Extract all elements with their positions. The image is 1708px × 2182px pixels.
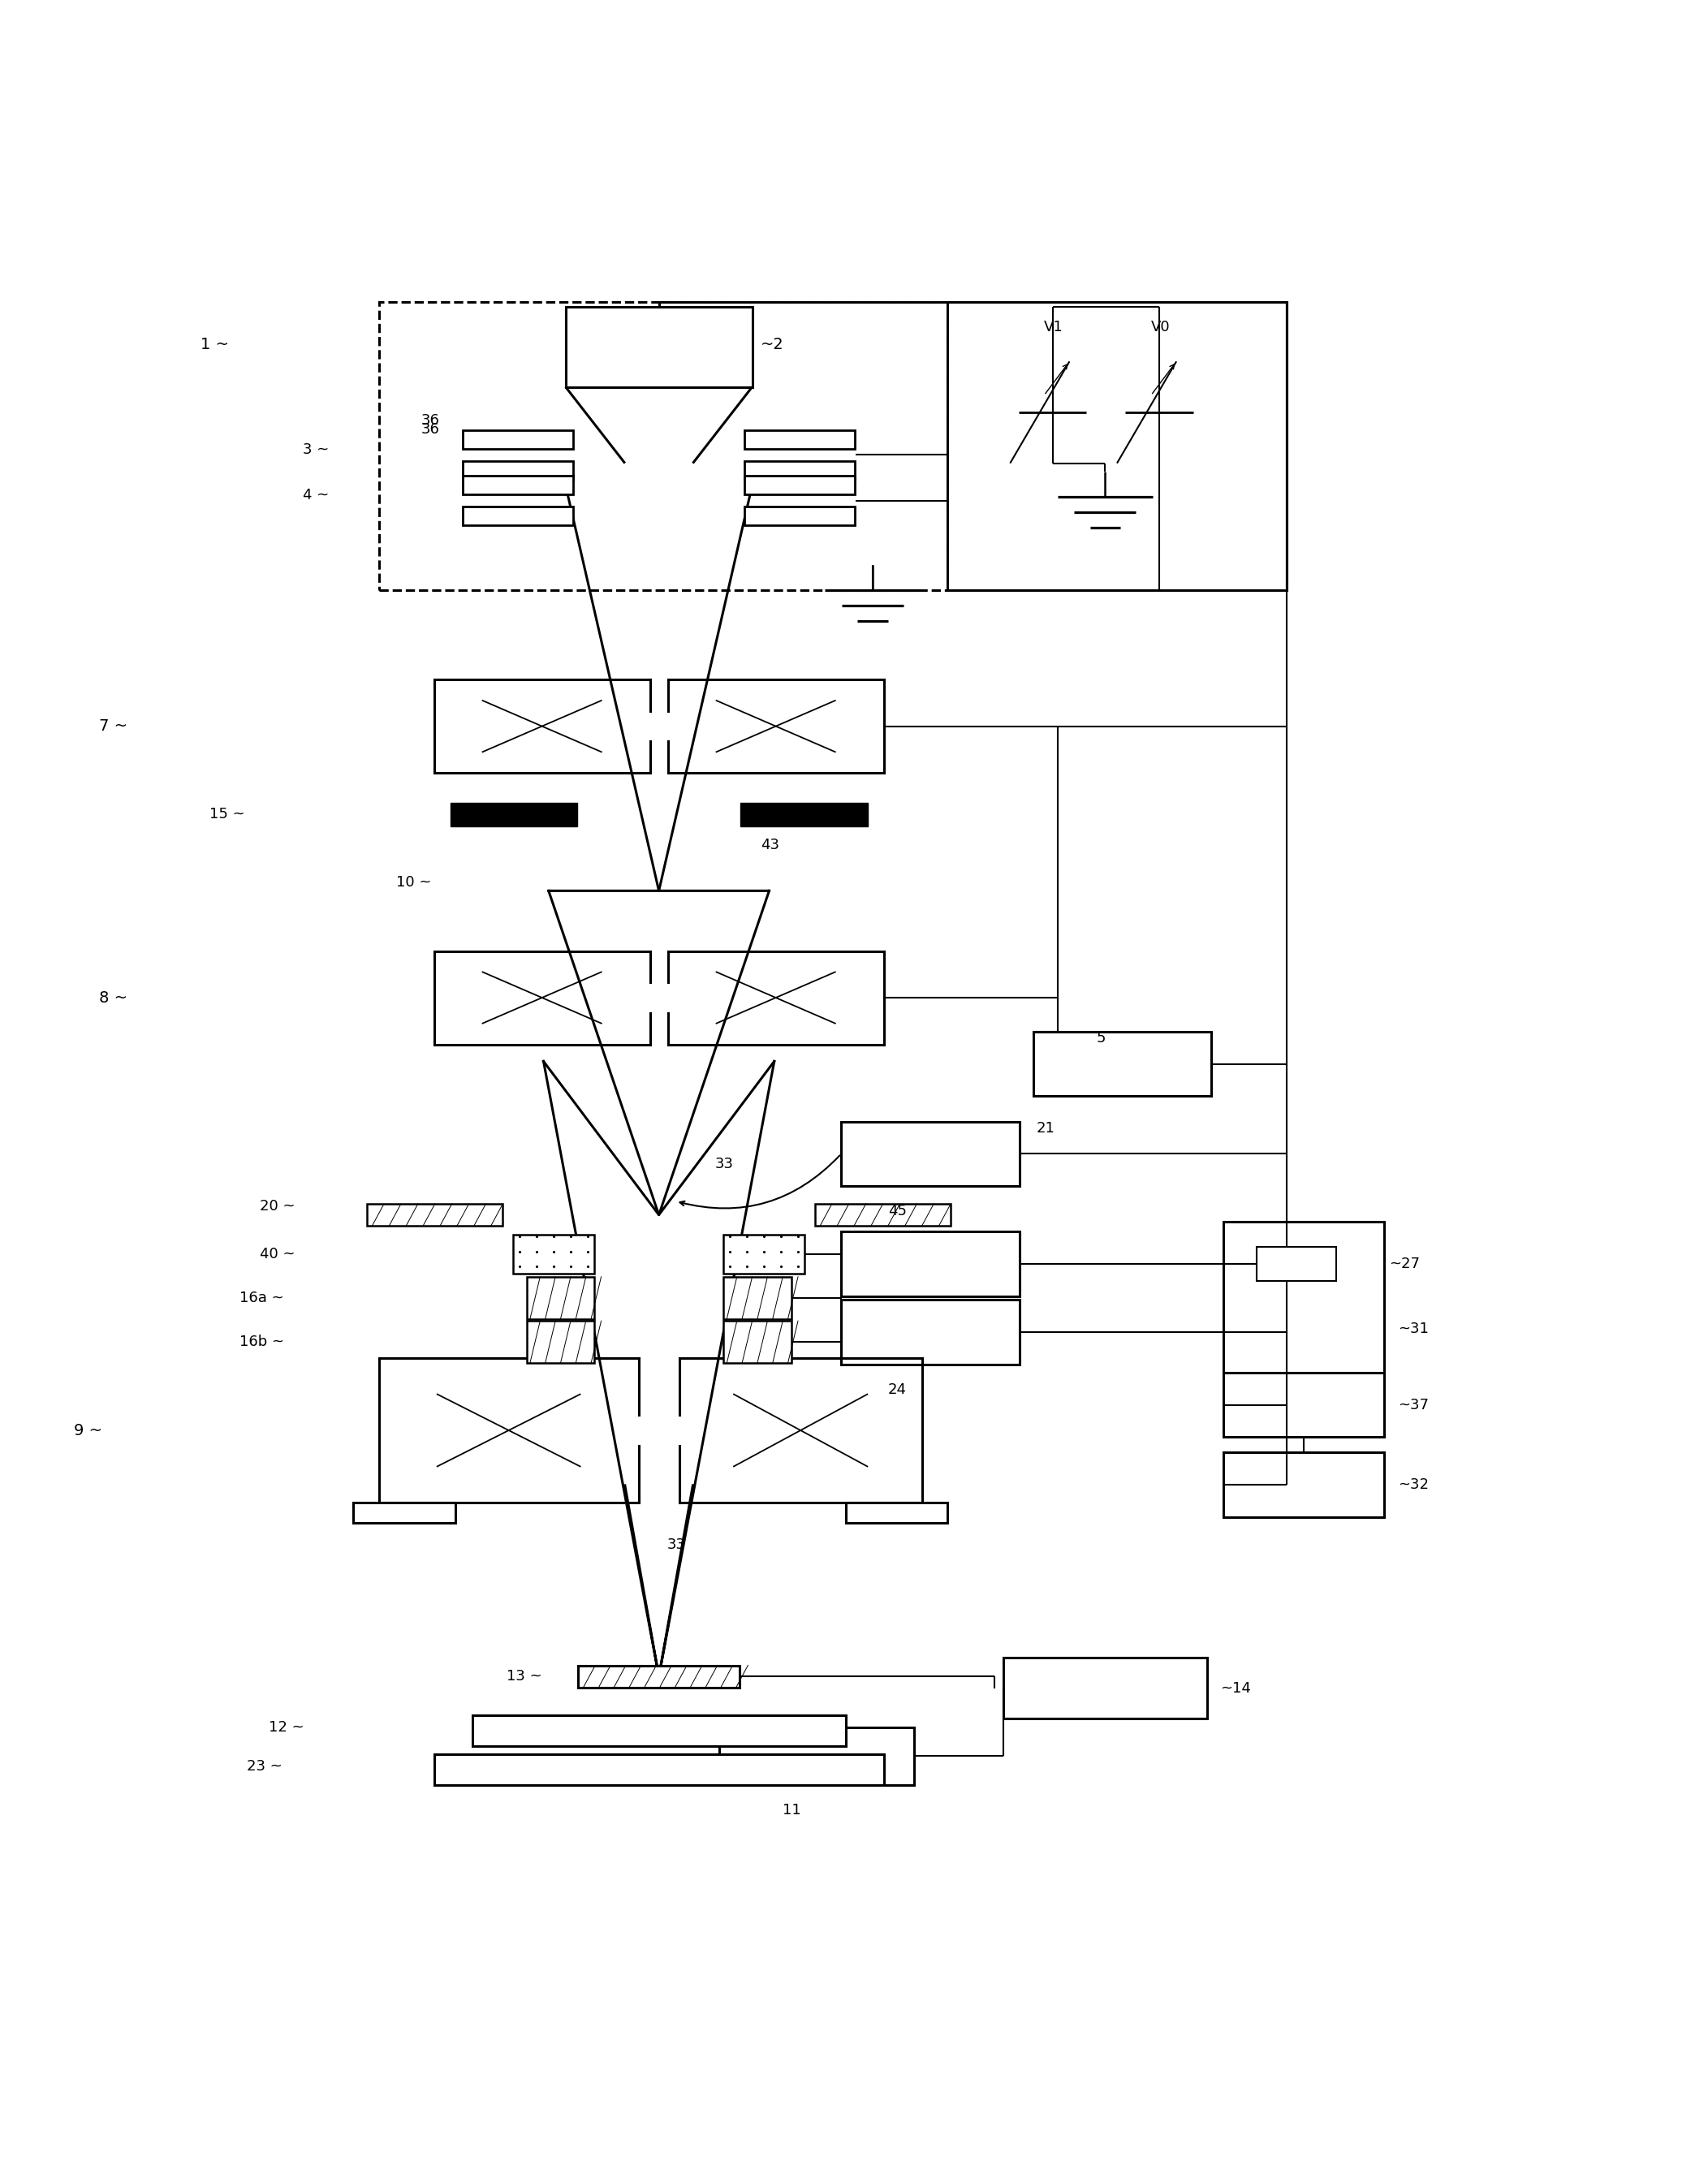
Bar: [354, 1503, 456, 1523]
Text: 45: 45: [888, 1204, 907, 1220]
Text: 9 ~: 9 ~: [73, 1423, 102, 1438]
Bar: [745, 430, 854, 449]
Bar: [842, 1233, 1020, 1296]
Text: 7 ~: 7 ~: [99, 718, 128, 733]
Text: 4 ~: 4 ~: [302, 489, 328, 502]
Bar: [719, 1728, 914, 1785]
Bar: [512, 1235, 594, 1274]
Text: 8 ~: 8 ~: [99, 991, 128, 1006]
Text: 16a ~: 16a ~: [239, 1292, 284, 1305]
Text: 1 ~: 1 ~: [202, 336, 229, 351]
Text: 36: 36: [422, 415, 441, 428]
Text: 33: 33: [716, 1156, 733, 1172]
Text: ~37: ~37: [1397, 1399, 1428, 1412]
Bar: [463, 430, 574, 449]
Bar: [565, 308, 752, 386]
Text: 3 ~: 3 ~: [302, 443, 328, 456]
Bar: [1223, 1222, 1383, 1375]
Text: 33: 33: [668, 1538, 687, 1551]
Text: 21: 21: [1037, 1122, 1056, 1135]
Bar: [745, 476, 854, 495]
Text: 43: 43: [760, 838, 779, 853]
Text: 13 ~: 13 ~: [506, 1669, 541, 1685]
Text: 36: 36: [422, 421, 441, 436]
Bar: [1003, 1658, 1208, 1719]
Bar: [948, 301, 1286, 591]
Text: ~31: ~31: [1397, 1322, 1428, 1335]
Bar: [724, 1235, 804, 1274]
Bar: [463, 476, 574, 495]
Bar: [367, 1204, 502, 1226]
Bar: [1223, 1372, 1383, 1438]
Bar: [815, 1204, 951, 1226]
Polygon shape: [740, 803, 868, 827]
Bar: [471, 1715, 845, 1746]
Bar: [1257, 1248, 1336, 1281]
Text: V1: V1: [1044, 321, 1064, 334]
Bar: [724, 1320, 791, 1364]
Bar: [463, 506, 574, 526]
Text: 24: 24: [888, 1383, 907, 1396]
Bar: [1033, 1032, 1211, 1095]
Text: 5: 5: [1097, 1032, 1107, 1045]
Bar: [1223, 1453, 1383, 1516]
Bar: [845, 1503, 948, 1523]
Polygon shape: [451, 803, 577, 827]
Bar: [379, 301, 948, 591]
Text: 15 ~: 15 ~: [210, 807, 244, 823]
Bar: [1231, 1233, 1375, 1294]
Bar: [434, 1754, 883, 1785]
Text: V0: V0: [1151, 321, 1170, 334]
Text: 12 ~: 12 ~: [268, 1719, 304, 1735]
Bar: [579, 1665, 740, 1687]
Text: 11: 11: [782, 1802, 801, 1818]
Bar: [842, 1300, 1020, 1364]
Bar: [526, 1320, 594, 1364]
Bar: [745, 460, 854, 480]
Text: 20 ~: 20 ~: [260, 1200, 295, 1213]
Text: ~2: ~2: [760, 336, 784, 351]
Text: 10 ~: 10 ~: [396, 875, 430, 890]
Text: 16b ~: 16b ~: [239, 1335, 285, 1348]
Text: 23 ~: 23 ~: [246, 1759, 282, 1774]
Bar: [745, 506, 854, 526]
Text: 40 ~: 40 ~: [260, 1246, 295, 1261]
Bar: [724, 1276, 791, 1320]
Bar: [842, 1122, 1020, 1187]
Text: ~14: ~14: [1221, 1680, 1252, 1695]
Text: ~32: ~32: [1397, 1477, 1428, 1492]
Text: ~27: ~27: [1389, 1257, 1419, 1272]
Bar: [526, 1276, 594, 1320]
Bar: [463, 460, 574, 480]
